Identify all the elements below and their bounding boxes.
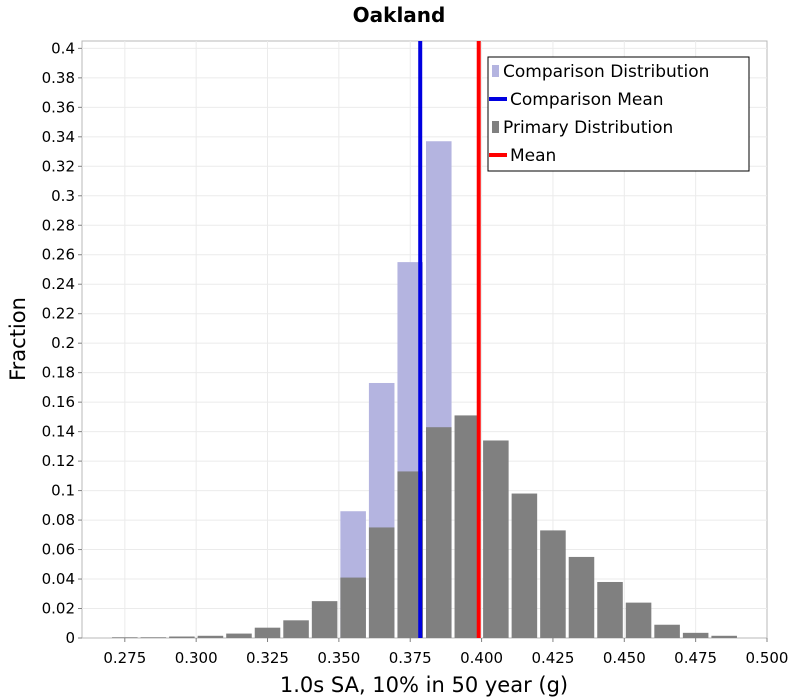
legend-label: Primary Distribution bbox=[503, 118, 673, 138]
legend-label: Comparison Mean bbox=[510, 90, 664, 110]
y-axis-ticks: 0 0.02 0.04 0.06 0.08 0.1 0.12 0.14 0.16 0.18 0.2 0… bbox=[42, 39, 82, 647]
legend-label: Comparison Distribution bbox=[503, 62, 709, 82]
primary-bar bbox=[197, 635, 224, 638]
primary-bar bbox=[654, 624, 680, 638]
primary-bar bbox=[454, 415, 481, 638]
primary-bar bbox=[112, 637, 138, 638]
x-tick-label: 0.375 bbox=[389, 649, 432, 667]
primary-bar bbox=[540, 530, 566, 638]
x-tick-label: 0.475 bbox=[674, 649, 717, 667]
x-axis-label: 1.0s SA, 10% in 50 year (g) bbox=[280, 673, 568, 697]
y-tick-label: 0.1 bbox=[51, 482, 75, 500]
y-axis-label: Fraction bbox=[6, 297, 30, 381]
legend-label: Mean bbox=[510, 146, 556, 166]
primary-bar bbox=[711, 635, 737, 638]
y-tick-label: 0.08 bbox=[42, 511, 75, 529]
y-tick-label: 0.02 bbox=[42, 600, 75, 618]
legend-swatch bbox=[492, 121, 499, 133]
x-tick-label: 0.400 bbox=[460, 649, 503, 667]
x-tick-label: 0.450 bbox=[603, 649, 646, 667]
chart-title: Oakland bbox=[353, 3, 446, 27]
y-tick-label: 0.36 bbox=[42, 98, 75, 116]
x-tick-label: 0.275 bbox=[103, 649, 146, 667]
primary-bar bbox=[625, 602, 652, 638]
y-tick-label: 0.3 bbox=[51, 187, 75, 205]
x-tick-label: 0.300 bbox=[175, 649, 218, 667]
y-tick-label: 0.14 bbox=[42, 423, 75, 441]
y-tick-label: 0.12 bbox=[42, 452, 75, 470]
x-tick-label: 0.325 bbox=[246, 649, 289, 667]
primary-bar bbox=[254, 627, 281, 638]
mean-lines bbox=[418, 41, 481, 638]
primary-bar bbox=[426, 427, 452, 638]
primary-bar bbox=[511, 493, 538, 638]
y-tick-label: 0 bbox=[65, 629, 75, 647]
y-tick-label: 0.18 bbox=[42, 364, 75, 382]
y-tick-label: 0.32 bbox=[42, 157, 75, 175]
primary-bar bbox=[568, 556, 595, 638]
legend: Comparison Distribution Comparison Mean Pr… bbox=[487, 56, 750, 172]
primary-bar bbox=[682, 632, 709, 638]
y-tick-label: 0.24 bbox=[42, 275, 75, 293]
primary-bar bbox=[340, 577, 366, 638]
x-tick-label: 0.350 bbox=[317, 649, 360, 667]
primary-bar bbox=[226, 633, 252, 638]
legend-box bbox=[487, 56, 750, 172]
x-tick-label: 0.500 bbox=[746, 649, 789, 667]
y-tick-label: 0.28 bbox=[42, 216, 75, 234]
primary-bar bbox=[483, 440, 509, 638]
y-tick-label: 0.04 bbox=[42, 570, 75, 588]
y-tick-label: 0.16 bbox=[42, 393, 75, 411]
y-tick-label: 0.06 bbox=[42, 541, 75, 559]
y-tick-label: 0.4 bbox=[51, 39, 75, 57]
y-tick-label: 0.26 bbox=[42, 246, 75, 264]
y-tick-label: 0.38 bbox=[42, 69, 75, 87]
legend-swatch bbox=[492, 65, 499, 77]
primary-bar bbox=[311, 601, 338, 638]
primary-bar bbox=[283, 620, 309, 638]
x-axis-ticks: 0.275 0.300 0.325 0.350 0.375 0.400 0.425 0.450… bbox=[103, 638, 788, 667]
primary-bar bbox=[169, 636, 195, 638]
primary-bar bbox=[597, 581, 623, 638]
y-tick-label: 0.22 bbox=[42, 305, 75, 323]
legend-line-swatch bbox=[489, 153, 507, 157]
y-tick-label: 0.2 bbox=[51, 334, 75, 352]
primary-bar bbox=[368, 527, 395, 638]
primary-bar bbox=[140, 637, 167, 638]
x-tick-label: 0.425 bbox=[531, 649, 574, 667]
y-tick-label: 0.34 bbox=[42, 128, 75, 146]
legend-line-swatch bbox=[489, 97, 507, 101]
